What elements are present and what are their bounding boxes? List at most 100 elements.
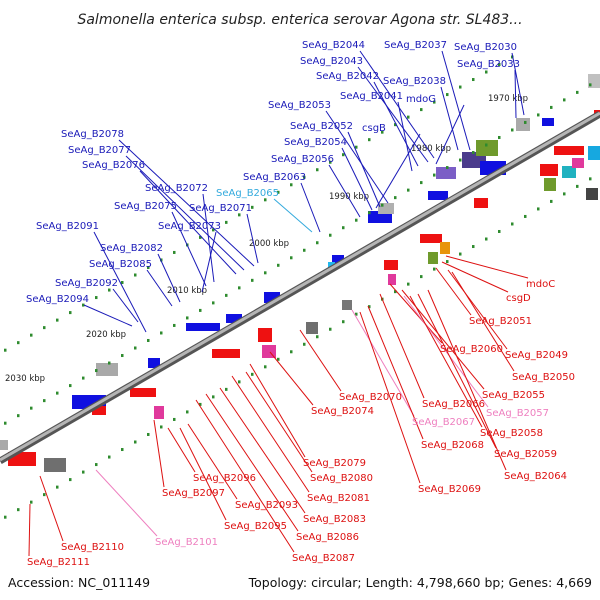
gene-label-seag-b2055[interactable]: SeAg_B2055 [482,390,545,401]
gene-label-seag-b2060[interactable]: SeAg_B2060 [440,344,503,355]
gene-label-seag-b2094[interactable]: SeAg_B2094 [26,294,89,305]
gene-label-seag-b2044[interactable]: SeAg_B2044 [302,40,365,51]
gene-label-seag-b2081[interactable]: SeAg_B2081 [307,493,370,504]
gene-label-seag-b2087[interactable]: SeAg_B2087 [292,553,355,564]
gene-block-magenta[interactable] [388,274,396,285]
reverse-gene-block[interactable] [474,198,488,208]
pseudogene-block[interactable] [586,188,598,200]
gene-block-magenta[interactable] [154,406,164,419]
forward-gene-arrow[interactable] [226,314,242,323]
leader-line [246,213,259,264]
gene-label-seag-b2033[interactable]: SeAg_B2033 [457,59,520,70]
reverse-gene-arrow[interactable] [92,406,106,415]
gene-label-seag-b2059[interactable]: SeAg_B2059 [494,449,557,460]
gene-label-seag-b2049[interactable]: SeAg_B2049 [505,350,568,361]
gene-label-seag-b2101[interactable]: SeAg_B2101 [155,537,218,548]
forward-gene-arrow[interactable] [186,323,220,331]
gene-label-seag-b2092[interactable]: SeAg_B2092 [55,278,118,289]
gene-label-seag-b2063[interactable]: SeAg_B2063 [243,172,306,183]
tick-mark [212,228,215,232]
gene-label-seag-b2064[interactable]: SeAg_B2064 [504,471,567,482]
reverse-gene-arrow[interactable] [384,260,398,270]
gene-label-seag-b2086[interactable]: SeAg_B2086 [296,532,359,543]
gene-label-seag-b2096[interactable]: SeAg_B2096 [193,473,256,484]
gene-label-seag-b2110[interactable]: SeAg_B2110 [61,542,124,553]
tick-mark [69,478,72,482]
gene-label-seag-b2075[interactable]: SeAg_B2075 [114,201,177,212]
gene-block-orange[interactable] [440,242,450,254]
gene-label-seag-b2093[interactable]: SeAg_B2093 [235,500,298,511]
gene-label-mdoc[interactable]: mdoC [526,279,555,290]
pseudogene-block[interactable] [44,458,66,472]
gene-label-seag-b2097[interactable]: SeAg_B2097 [162,488,225,499]
gene-block-cyan[interactable] [588,146,600,160]
gene-label-seag-b2054[interactable]: SeAg_B2054 [284,137,347,148]
gene-block-magenta[interactable] [572,158,584,168]
gene-label-seag-b2071[interactable]: SeAg_B2071 [189,203,252,214]
gene-block-purple[interactable] [436,167,456,179]
gene-block-olive[interactable] [428,252,438,264]
gene-label-seag-b2073[interactable]: SeAg_B2073 [158,221,221,232]
gene-label-seag-b2030[interactable]: SeAg_B2030 [454,42,517,53]
gene-label-seag-b2057[interactable]: SeAg_B2057 [486,408,549,419]
tick-mark [277,357,280,361]
reverse-gene-arrow[interactable] [420,234,442,243]
leader-line [187,423,238,500]
forward-gene-arrow[interactable] [542,118,554,126]
pseudogene-block[interactable] [0,440,8,450]
leader-line [447,269,508,350]
gene-block-olive[interactable] [476,140,498,156]
gene-label-seag-b2067[interactable]: SeAg_B2067 [412,417,475,428]
gene-block-teal[interactable] [562,166,576,178]
reverse-gene-arrow[interactable] [130,388,156,397]
forward-gene-arrow[interactable] [332,255,344,263]
gene-label-seag-b2095[interactable]: SeAg_B2095 [224,521,287,532]
gene-label-seag-b2083[interactable]: SeAg_B2083 [303,514,366,525]
gene-label-seag-b2042[interactable]: SeAg_B2042 [316,71,379,82]
reverse-gene-arrow[interactable] [540,164,558,176]
gene-label-seag-b2069[interactable]: SeAg_B2069 [418,484,481,495]
gene-label-seag-b2058[interactable]: SeAg_B2058 [480,428,543,439]
gene-label-seag-b2085[interactable]: SeAg_B2085 [89,259,152,270]
gene-label-seag-b2111[interactable]: SeAg_B2111 [27,557,90,568]
forward-gene-arrow[interactable] [428,191,448,200]
gene-label-seag-b2074[interactable]: SeAg_B2074 [311,406,374,417]
reverse-gene-block[interactable] [258,328,272,342]
reverse-gene-arrow[interactable] [554,146,584,155]
forward-gene-arrow[interactable] [148,358,160,368]
gene-label-seag-b2050[interactable]: SeAg_B2050 [512,372,575,383]
gene-label-mdog[interactable]: mdoG [406,94,436,105]
pseudogene-block[interactable] [96,363,118,376]
gene-label-seag-b2056[interactable]: SeAg_B2056 [271,154,334,165]
pseudogene-block[interactable] [342,300,352,310]
gene-label-seag-b2076[interactable]: SeAg_B2076 [82,160,145,171]
tick-mark [17,508,20,512]
reverse-gene-arrow[interactable] [212,349,240,358]
pseudogene-block[interactable] [516,118,530,131]
gene-label-seag-b2078[interactable]: SeAg_B2078 [61,129,124,140]
forward-gene-arrow[interactable] [264,292,280,303]
gene-label-seag-b2066[interactable]: SeAg_B2066 [422,399,485,410]
gene-label-seag-b2082[interactable]: SeAg_B2082 [100,243,163,254]
gene-label-seag-b2079[interactable]: SeAg_B2079 [303,458,366,469]
gene-label-seag-b2091[interactable]: SeAg_B2091 [36,221,99,232]
gene-label-seag-b2037[interactable]: SeAg_B2037 [384,40,447,51]
pseudogene-block[interactable] [306,322,318,334]
gene-label-seag-b2041[interactable]: SeAg_B2041 [340,91,403,102]
gene-label-csgd[interactable]: csgD [506,293,531,304]
gene-label-seag-b2053[interactable]: SeAg_B2053 [268,100,331,111]
gene-block-olive[interactable] [544,178,556,191]
gene-label-csgb[interactable]: csgB [362,123,386,134]
gene-label-seag-b2051[interactable]: SeAg_B2051 [469,316,532,327]
gene-label-seag-b2065[interactable]: SeAg_B2065 [216,188,279,199]
gene-label-seag-b2068[interactable]: SeAg_B2068 [421,440,484,451]
pseudogene-block[interactable] [378,203,394,214]
gene-label-seag-b2052[interactable]: SeAg_B2052 [290,121,353,132]
gene-label-seag-b2080[interactable]: SeAg_B2080 [310,473,373,484]
gene-label-seag-b2043[interactable]: SeAg_B2043 [300,56,363,67]
gene-label-seag-b2077[interactable]: SeAg_B2077 [68,145,131,156]
gene-label-seag-b2072[interactable]: SeAg_B2072 [145,183,208,194]
gene-label-seag-b2070[interactable]: SeAg_B2070 [339,392,402,403]
gene-label-seag-b2038[interactable]: SeAg_B2038 [383,76,446,87]
